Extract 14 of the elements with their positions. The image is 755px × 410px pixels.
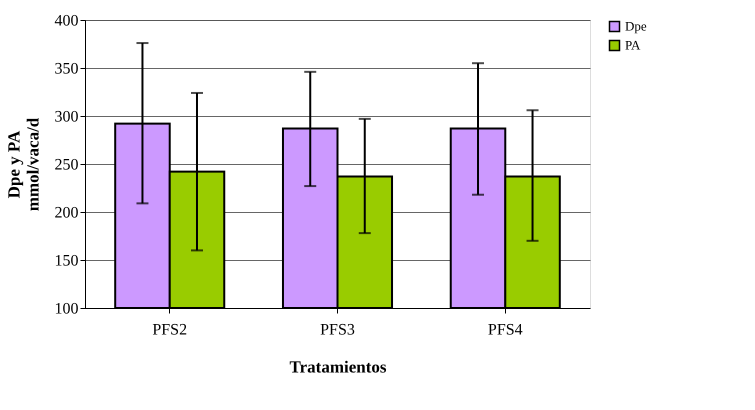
y-tick-label: 300 [54, 108, 78, 126]
y-tick-label: 150 [54, 252, 78, 270]
y-tick-label: 200 [54, 204, 78, 222]
x-tick-label: PFS3 [320, 322, 355, 338]
y-tick-label: 350 [54, 60, 78, 78]
legend-label: Dpe [625, 18, 647, 34]
x-tick-label: PFS4 [488, 322, 523, 338]
x-axis-title: Tratamientos [290, 358, 387, 376]
y-axis-title: Dpe y PA mmol/vaca/d [4, 117, 42, 212]
legend-label: PA [625, 38, 642, 52]
y-tick-label: 100 [54, 300, 78, 318]
x-tick-label: PFS2 [152, 322, 188, 338]
y-tick-label: 400 [54, 12, 78, 30]
y-tick-label: 250 [54, 156, 78, 174]
